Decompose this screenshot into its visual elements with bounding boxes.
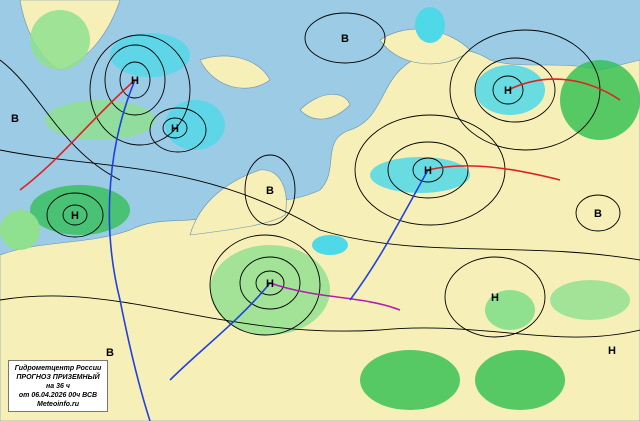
cold-front-east (349, 169, 429, 301)
precipitation-areas (0, 7, 640, 410)
pressure-center-label: Н (504, 85, 512, 97)
pressure-center-label: Н (171, 123, 179, 135)
land-novaya-zemlya (299, 94, 351, 120)
isobars (0, 12, 640, 338)
pressure-center-label: Н (608, 345, 616, 357)
pressure-center-label: В (341, 33, 349, 45)
legend-title: ПРОГНОЗ ПРИЗЕМНЫЙ (16, 374, 100, 381)
pressure-center-label: Н (491, 292, 499, 304)
fronts (19, 78, 621, 421)
pressure-center-label: Н (266, 278, 274, 290)
warm-front (19, 79, 136, 191)
pressure-center-label: В (266, 185, 274, 197)
warm-front-east (427, 165, 561, 181)
land-arctic-islands (199, 55, 271, 89)
land-north-siberia (379, 28, 471, 65)
pressure-center-label: Н (424, 165, 432, 177)
cold-front-south (169, 282, 271, 381)
pressure-center-label: В (106, 347, 114, 359)
pressure-center-label: Н (131, 75, 139, 87)
occluded-front (269, 282, 401, 311)
pressure-center-label: В (594, 208, 602, 220)
land-scandinavia (189, 169, 287, 236)
legend-issued: от 06.04.2026 00ч ВСВ (18, 392, 98, 399)
front-far-east (507, 78, 621, 101)
cold-front (108, 79, 151, 421)
pressure-centers: Н Н В В В Н Н Н Н В Н Н В (11, 33, 616, 359)
legend-site: Meteoinfo.ru (37, 401, 79, 408)
pressure-center-label: В (11, 113, 19, 125)
land-eurasia (0, 48, 640, 421)
legend-organization: Гидрометцентр России (14, 365, 102, 372)
map-legend: Гидрометцентр России ПРОГНОЗ ПРИЗЕМНЫЙ н… (8, 360, 108, 412)
legend-lead-time: на 36 ч (46, 383, 70, 390)
pressure-center-label: Н (71, 210, 79, 222)
